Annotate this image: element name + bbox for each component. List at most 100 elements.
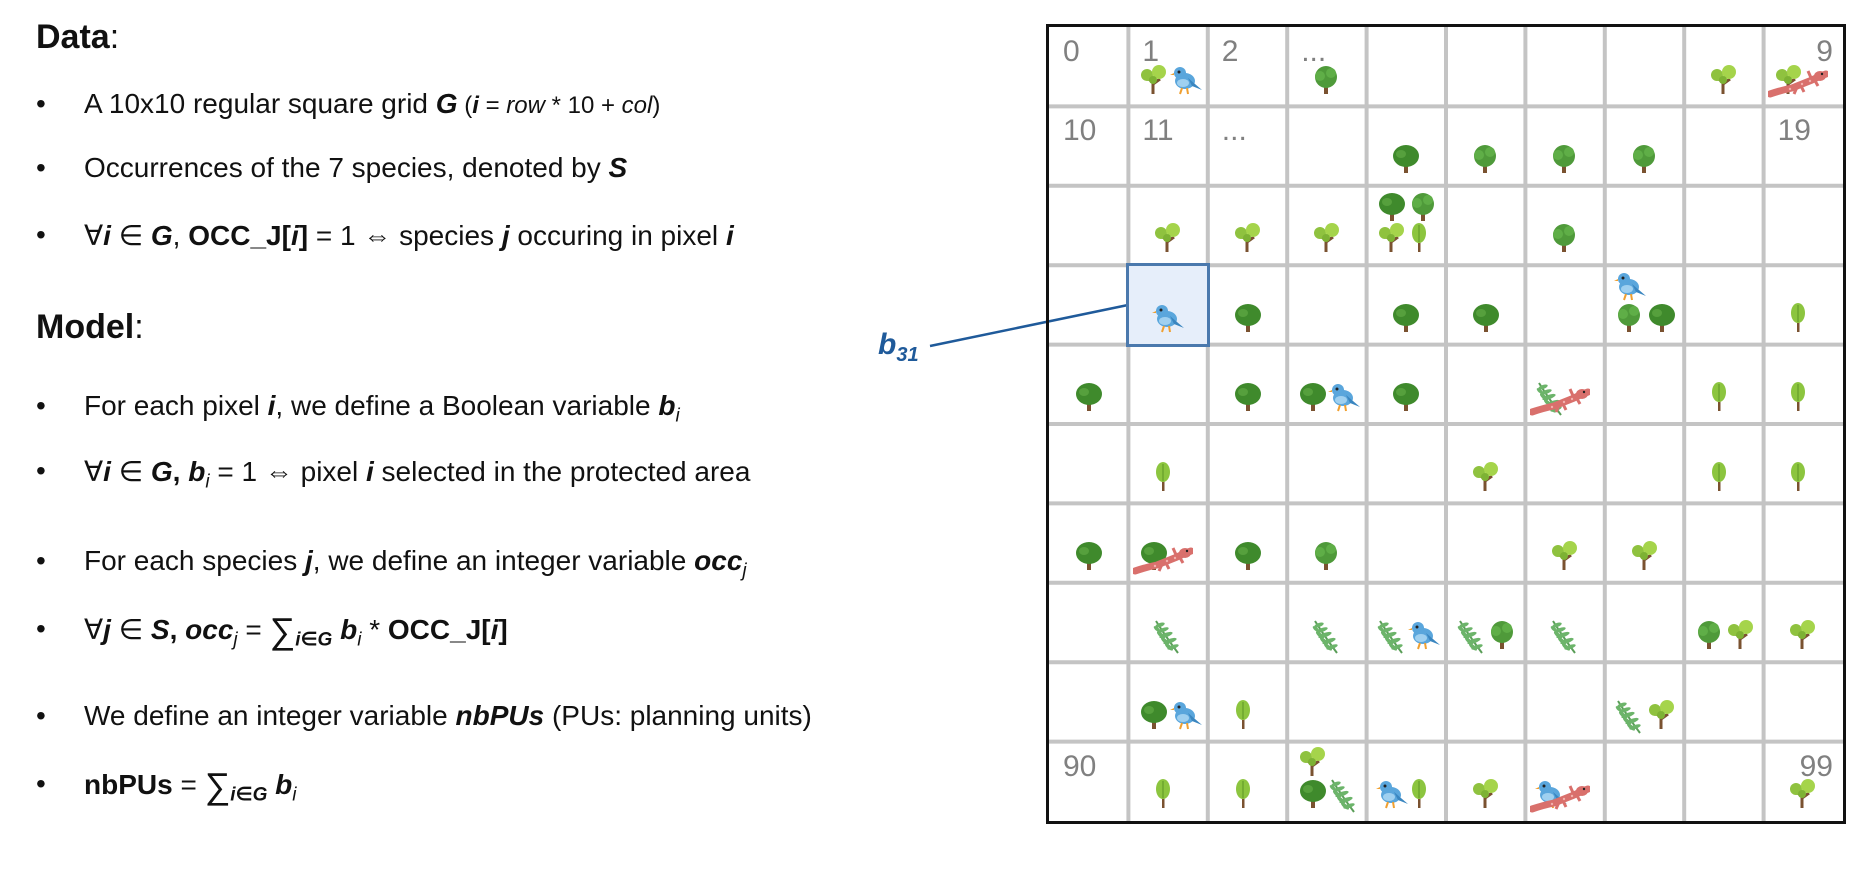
oak-tree-icon [1470,302,1502,339]
bullet-icon: • [36,768,46,799]
broadleaf-tree-icon [1311,540,1341,577]
acacia-tree-icon [1549,540,1581,577]
cell-number: ... [1221,114,1247,148]
bird-icon [1407,619,1442,656]
bullet-icon: • [36,152,46,183]
cell-0: 0 [1049,27,1128,106]
oak-tree-icon [1138,699,1170,736]
bullet-icon: • [36,545,46,576]
broadleaf-tree-icon [1549,143,1579,180]
sapling-icon [1787,381,1809,418]
oak-tree-icon [1390,302,1422,339]
data-heading: Data: [36,18,120,56]
cell-10: 10 [1049,106,1128,185]
acacia-tree-icon [1138,64,1170,101]
cell-9: 9 [1764,27,1843,106]
acacia-tree-icon [1646,699,1678,736]
broadleaf-tree-icon [1311,64,1341,101]
bullet-icon: • [36,88,46,119]
oak-tree-icon [1376,191,1408,228]
acacia-tree-icon [1470,461,1502,498]
bird-icon [1328,381,1362,418]
cell-12: ... [1208,106,1287,185]
oak-tree-icon [1390,381,1422,418]
highlighted-cell-b31[interactable] [1126,263,1210,347]
sapling-icon [1152,778,1174,815]
sapling-icon [1152,461,1174,498]
cell-number: 10 [1063,114,1097,148]
bird-icon [1152,302,1186,339]
oak-tree-icon [1232,302,1264,339]
cell-number: 1 [1142,35,1160,68]
bullet-icon: • [36,700,46,731]
oak-tree-icon [1073,381,1105,418]
bullet-icon: • [36,455,46,486]
fern-icon [1549,619,1579,660]
acacia-tree-icon [1708,64,1740,101]
bird-icon [1614,270,1648,307]
cell-90: 90 [1049,742,1128,821]
species-grid: 0 1 2... 9 10 11... 19 90 99 [1046,24,1846,824]
sapling-icon [1708,381,1730,418]
acacia-tree-icon [1470,778,1502,815]
bullet-icon: • [36,613,46,644]
fern-icon [1152,619,1182,660]
sapling-icon [1408,222,1430,259]
cell-number: 90 [1063,749,1097,783]
cell-2: 2 [1208,27,1287,106]
bullet-icon: • [36,219,46,250]
model-heading: Model: [36,308,144,346]
fern-icon [1311,619,1341,660]
cell-99: 99 [1764,742,1843,821]
sapling-icon [1408,778,1430,815]
fern-icon [1614,699,1644,740]
salamander-icon [1131,545,1195,580]
cell-number: 11 [1142,114,1174,148]
acacia-tree-icon [1787,619,1819,656]
oak-tree-icon [1646,302,1678,339]
oak-tree-icon [1232,540,1264,577]
cell-19: 19 [1764,106,1843,185]
broadleaf-tree-icon [1694,619,1724,656]
sapling-icon [1787,461,1809,498]
cell-11: 11 [1128,106,1207,185]
oak-tree-icon [1390,143,1422,180]
acacia-tree-icon [1787,778,1819,815]
broadleaf-tree-icon [1549,222,1579,259]
cell-number: 0 [1063,35,1080,68]
broadleaf-tree-icon [1487,619,1517,656]
sapling-icon [1232,778,1254,815]
sapling-icon [1787,302,1809,339]
acacia-tree-icon [1152,222,1184,259]
broadleaf-tree-icon [1470,143,1500,180]
oak-tree-icon [1073,540,1105,577]
acacia-tree-icon [1629,540,1661,577]
cell-number: 9 [1816,35,1833,68]
salamander-icon [1528,386,1592,421]
broadleaf-tree-icon [1614,302,1644,339]
acacia-tree-icon [1232,222,1264,259]
acacia-tree-icon [1311,222,1343,259]
oak-tree-icon [1297,381,1329,418]
oak-tree-icon [1297,778,1329,815]
cell-3: ... [1287,27,1366,106]
cell-number: 2 [1221,35,1239,68]
acacia-tree-icon [1297,746,1329,783]
acacia-tree-icon [1725,619,1757,656]
cell-number: ... [1301,35,1327,68]
salamander-icon [1766,68,1830,103]
bird-icon [1169,64,1204,101]
sapling-icon [1708,461,1730,498]
broadleaf-tree-icon [1408,191,1438,228]
sapling-icon [1232,699,1254,736]
oak-tree-icon [1232,381,1264,418]
fern-icon [1456,619,1486,660]
bird-icon [1169,699,1204,736]
bullet-icon: • [36,390,46,421]
acacia-tree-icon [1376,222,1408,259]
bird-icon [1376,778,1410,815]
salamander-icon [1528,783,1592,818]
cell-1: 1 [1128,27,1207,106]
cell-number: 19 [1777,114,1811,148]
